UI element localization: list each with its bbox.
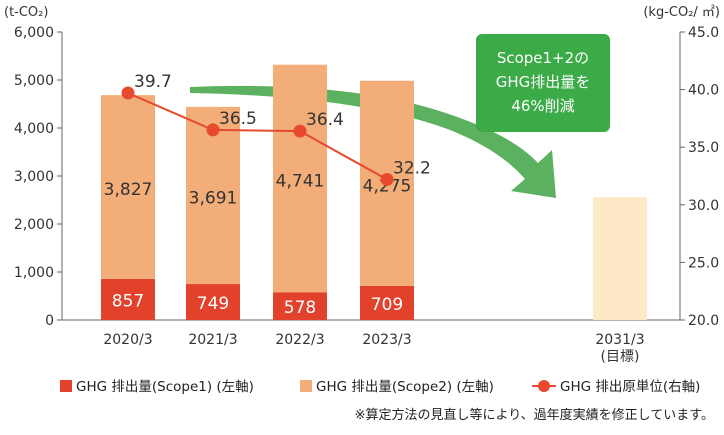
y-left-tick-label: 0 — [45, 313, 54, 329]
data-label-scope1: 709 — [371, 295, 403, 315]
y-left-tick-label: 2,000 — [14, 217, 54, 233]
bar-target — [593, 197, 647, 320]
bar-scope1 — [186, 284, 240, 320]
legend-swatch-scope2 — [300, 380, 312, 392]
y-right-tick-label: 45.0 — [688, 25, 719, 41]
y-right-tick-label: 25.0 — [688, 255, 719, 271]
x-tick-label: (目標) — [601, 349, 640, 365]
y-left-tick-label: 6,000 — [14, 25, 54, 41]
legend-label-intensity: GHG 排出原単位(右軸) — [560, 379, 701, 395]
y-left-unit: (t-CO₂) — [4, 5, 48, 20]
data-label-scope1: 578 — [284, 298, 316, 318]
data-label-scope2: 3,691 — [189, 188, 238, 208]
legend-item-scope1: GHG 排出量(Scope1) (左軸) — [60, 377, 254, 397]
y-right-tick-label: 40.0 — [688, 83, 719, 99]
y-right-tick-label: 20.0 — [688, 313, 719, 329]
bar-scope1 — [360, 285, 414, 320]
reduction-target-banner: Scope1+2の GHG排出量を 46%削減 — [476, 34, 610, 132]
x-tick-label: 2022/3 — [275, 332, 324, 348]
banner-line-2: GHG排出量を — [495, 73, 591, 91]
bar-scope1 — [101, 278, 155, 320]
x-tick-label: 2031/3 — [595, 332, 644, 348]
legend-item-scope2: GHG 排出量(Scope2) (左軸) — [300, 377, 494, 397]
y-right-tick-label: 30.0 — [688, 198, 719, 214]
data-label-scope1: 749 — [197, 294, 229, 314]
data-label-scope2: 4,741 — [276, 171, 325, 191]
banner-line-1: Scope1+2の — [496, 49, 590, 67]
data-label-intensity: 32.2 — [393, 158, 431, 178]
intensity-point — [380, 172, 394, 186]
footnote: ※算定方法の見直し等により、過年度実績を修正しています。 — [354, 408, 714, 423]
y-right-tick-label: 35.0 — [688, 140, 719, 156]
bar-scope2 — [273, 64, 327, 293]
x-tick-label: 2021/3 — [188, 332, 237, 348]
y-right-unit: (kg-CO₂/ ㎡) — [643, 5, 720, 20]
data-label-intensity: 39.7 — [134, 72, 172, 92]
legend-swatch-scope1 — [60, 380, 72, 392]
data-label-scope2: 4,275 — [363, 176, 412, 196]
intensity-point — [293, 124, 307, 138]
bar-scope2 — [101, 95, 155, 279]
chart-legend: GHG 排出量(Scope1) (左軸) GHG 排出量(Scope2) (左軸… — [60, 377, 720, 397]
y-left-tick-label: 3,000 — [14, 169, 54, 185]
x-tick-label: 2020/3 — [103, 332, 152, 348]
data-label-scope2: 3,827 — [104, 180, 153, 200]
intensity-point — [121, 86, 135, 100]
intensity-point — [206, 123, 220, 137]
y-left-tick-label: 1,000 — [14, 265, 54, 281]
banner-line-3: 46%削減 — [511, 97, 575, 115]
x-tick-label: 2023/3 — [362, 332, 411, 348]
legend-label-scope2: GHG 排出量(Scope2) (左軸) — [316, 379, 494, 395]
y-left-tick-label: 5,000 — [14, 73, 54, 89]
data-label-intensity: 36.5 — [219, 109, 257, 129]
legend-swatch-intensity — [532, 380, 556, 392]
legend-item-intensity: GHG 排出原単位(右軸) — [532, 377, 700, 397]
legend-label-scope1: GHG 排出量(Scope1) (左軸) — [76, 379, 254, 395]
bar-scope1 — [273, 292, 327, 320]
y-left-tick-label: 4,000 — [14, 121, 54, 137]
intensity-line — [127, 92, 388, 181]
data-label-intensity: 36.4 — [306, 110, 344, 130]
data-label-scope1: 857 — [112, 291, 144, 311]
